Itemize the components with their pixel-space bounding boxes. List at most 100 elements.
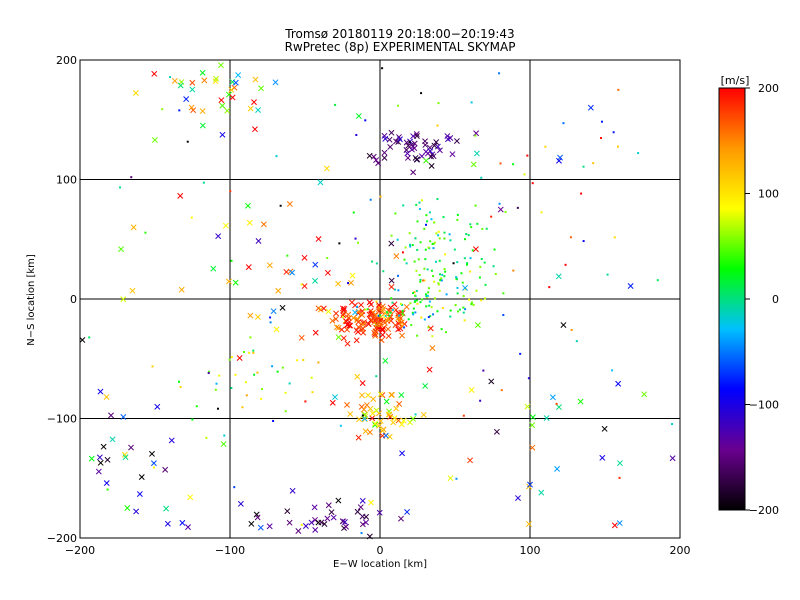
data-point-dot <box>458 308 461 311</box>
data-point-cross <box>474 322 481 329</box>
data-point-cross <box>312 329 319 336</box>
data-point-cross <box>332 394 338 401</box>
data-point-cross <box>413 156 420 163</box>
data-point-dot <box>401 312 404 315</box>
data-point-cross <box>95 468 102 475</box>
data-point-dot <box>555 402 558 405</box>
data-point-dot <box>404 246 407 249</box>
data-point-cross <box>398 515 404 522</box>
data-point-cross <box>641 391 648 398</box>
data-point-cross <box>122 454 129 461</box>
data-point-dot <box>383 316 386 319</box>
data-point-cross <box>344 326 351 333</box>
data-point-dot <box>355 133 358 136</box>
data-point-cross <box>218 97 225 104</box>
data-point-cross <box>393 306 399 313</box>
data-point-cross <box>529 422 536 429</box>
data-point-cross <box>359 497 366 504</box>
data-point-dot <box>242 351 245 354</box>
data-point-dot <box>310 376 313 379</box>
data-point-dot <box>275 155 278 158</box>
data-point-dot <box>418 201 421 204</box>
data-point-dot <box>416 220 419 223</box>
data-point-cross <box>359 325 366 332</box>
colorbar-tick-label: −200 <box>749 504 779 517</box>
data-point-dot <box>464 308 467 311</box>
data-point-cross <box>436 147 443 154</box>
data-point-dot <box>456 218 459 221</box>
data-point-dot <box>339 424 342 427</box>
data-point-dot <box>241 406 244 409</box>
data-point-dot <box>444 253 447 256</box>
data-point-cross <box>371 329 378 336</box>
data-point-dot <box>409 302 412 305</box>
data-point-dot <box>403 258 406 261</box>
data-point-cross <box>330 514 337 521</box>
data-point-cross <box>255 238 262 244</box>
data-point-cross <box>217 62 224 69</box>
data-point-cross <box>359 392 365 399</box>
data-point-dot <box>288 382 291 385</box>
data-point-dot <box>474 204 477 207</box>
data-point-dot <box>464 288 467 291</box>
data-point-dot <box>191 418 194 421</box>
data-point-dot <box>214 388 217 391</box>
data-point-dot <box>428 304 431 307</box>
data-point-dot <box>423 318 426 321</box>
data-point-dot <box>388 314 391 317</box>
data-point-dot <box>523 173 526 176</box>
data-point-cross <box>97 388 104 395</box>
data-point-cross <box>333 324 340 331</box>
data-point-cross <box>252 126 258 133</box>
data-point-dot <box>144 231 147 234</box>
data-point-cross <box>388 277 395 284</box>
data-point-dot <box>618 476 621 479</box>
data-point-cross <box>404 509 410 515</box>
data-point-cross <box>385 326 392 333</box>
data-point-cross <box>364 402 370 408</box>
data-point-dot <box>386 311 389 314</box>
data-point-cross <box>529 414 536 421</box>
data-point-cross <box>128 444 134 451</box>
data-point-cross <box>129 287 136 294</box>
data-point-dot <box>207 372 210 375</box>
data-point-cross <box>525 520 532 527</box>
data-point-cross <box>367 312 374 319</box>
data-point-dot <box>304 400 307 403</box>
data-point-cross <box>247 312 254 319</box>
data-point-dot <box>456 292 459 295</box>
data-point-cross <box>493 428 500 435</box>
data-point-dot <box>375 262 378 265</box>
data-point-cross <box>231 84 238 91</box>
data-point-dot <box>464 238 467 241</box>
data-point-cross <box>251 99 257 106</box>
data-point-dot <box>418 274 421 277</box>
data-point-cross <box>515 495 521 502</box>
data-point-cross <box>396 400 403 407</box>
data-point-cross <box>615 380 622 387</box>
data-point-dot <box>409 245 412 248</box>
data-point-cross <box>315 236 322 242</box>
data-point-cross <box>311 504 318 511</box>
data-point-cross <box>587 104 594 111</box>
data-point-dot <box>418 207 421 210</box>
data-point-cross <box>388 317 394 324</box>
data-point-cross <box>375 160 382 167</box>
data-point-dot <box>432 275 435 278</box>
data-point-cross <box>335 280 342 287</box>
data-point-cross <box>348 299 355 306</box>
data-point-cross <box>382 135 389 142</box>
data-point-dot <box>480 257 483 260</box>
data-point-cross <box>171 77 178 84</box>
data-point-dot <box>468 298 471 301</box>
data-point-cross <box>187 494 194 501</box>
data-point-cross <box>354 508 361 515</box>
data-point-cross <box>325 502 332 509</box>
data-point-cross <box>399 332 405 339</box>
data-point-dot <box>456 213 459 216</box>
data-point-cross <box>360 406 367 413</box>
data-point-cross <box>349 272 356 279</box>
data-point-dot <box>407 318 410 321</box>
data-point-cross <box>396 313 403 320</box>
data-point-cross <box>549 394 556 401</box>
